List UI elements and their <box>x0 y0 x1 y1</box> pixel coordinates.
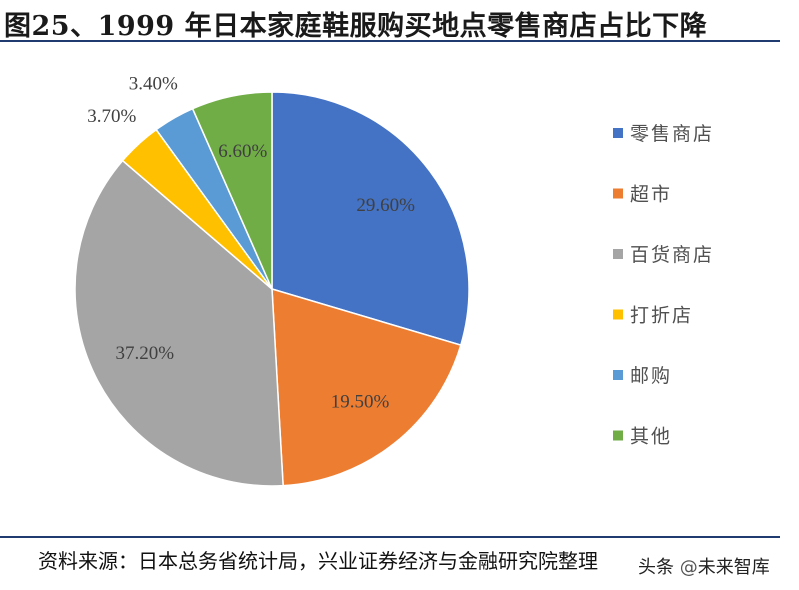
legend-label-6: 其他 <box>630 426 672 448</box>
slice-label-2: 19.50% <box>331 391 390 412</box>
title-rule <box>0 40 780 42</box>
legend-swatch-6 <box>613 430 623 441</box>
legend-label-5: 邮购 <box>630 365 672 387</box>
slice-label-6: 6.60% <box>218 141 267 162</box>
legend-label-1: 零售商店 <box>630 123 714 145</box>
legend-swatch-5 <box>613 370 623 380</box>
legend-label-4: 打折店 <box>630 305 693 327</box>
legend-swatch-1 <box>613 128 623 138</box>
watermark-at: @ <box>679 557 698 578</box>
source-note: 资料来源：日本总务省统计局，兴业证券经济与金融研究院整理 <box>38 549 598 573</box>
pie-slice-2 <box>271 287 462 487</box>
legend-swatch-2 <box>613 188 623 199</box>
watermark-prefix: 头条 <box>638 557 674 578</box>
watermark-name: 未来智库 <box>697 557 770 578</box>
legend-swatch-3 <box>613 249 623 259</box>
source-rule <box>0 536 780 538</box>
slice-label-4: 3.70% <box>87 106 136 127</box>
pie-chart: 29.60% 19.50% 37.20% 3.70% 3.40% 6.60% 零售商店超市百… <box>74 73 714 487</box>
legend-label-2: 超市 <box>630 184 672 206</box>
slice-label-5: 3.40% <box>129 73 178 94</box>
slice-label-1: 29.60% <box>356 195 415 216</box>
watermark: 头条 @未来智库 <box>636 553 772 579</box>
pie-slice-6 <box>191 91 273 290</box>
slice-label-3: 37.20% <box>116 343 175 364</box>
pie-slice-1 <box>271 91 470 347</box>
pie-slice-3 <box>74 159 284 487</box>
legend-swatch-4 <box>613 309 623 320</box>
figure-title: 图25、1999 年日本家庭鞋服购买地点零售商店占比下降 <box>4 11 708 42</box>
legend-label-3: 百货商店 <box>630 244 714 266</box>
